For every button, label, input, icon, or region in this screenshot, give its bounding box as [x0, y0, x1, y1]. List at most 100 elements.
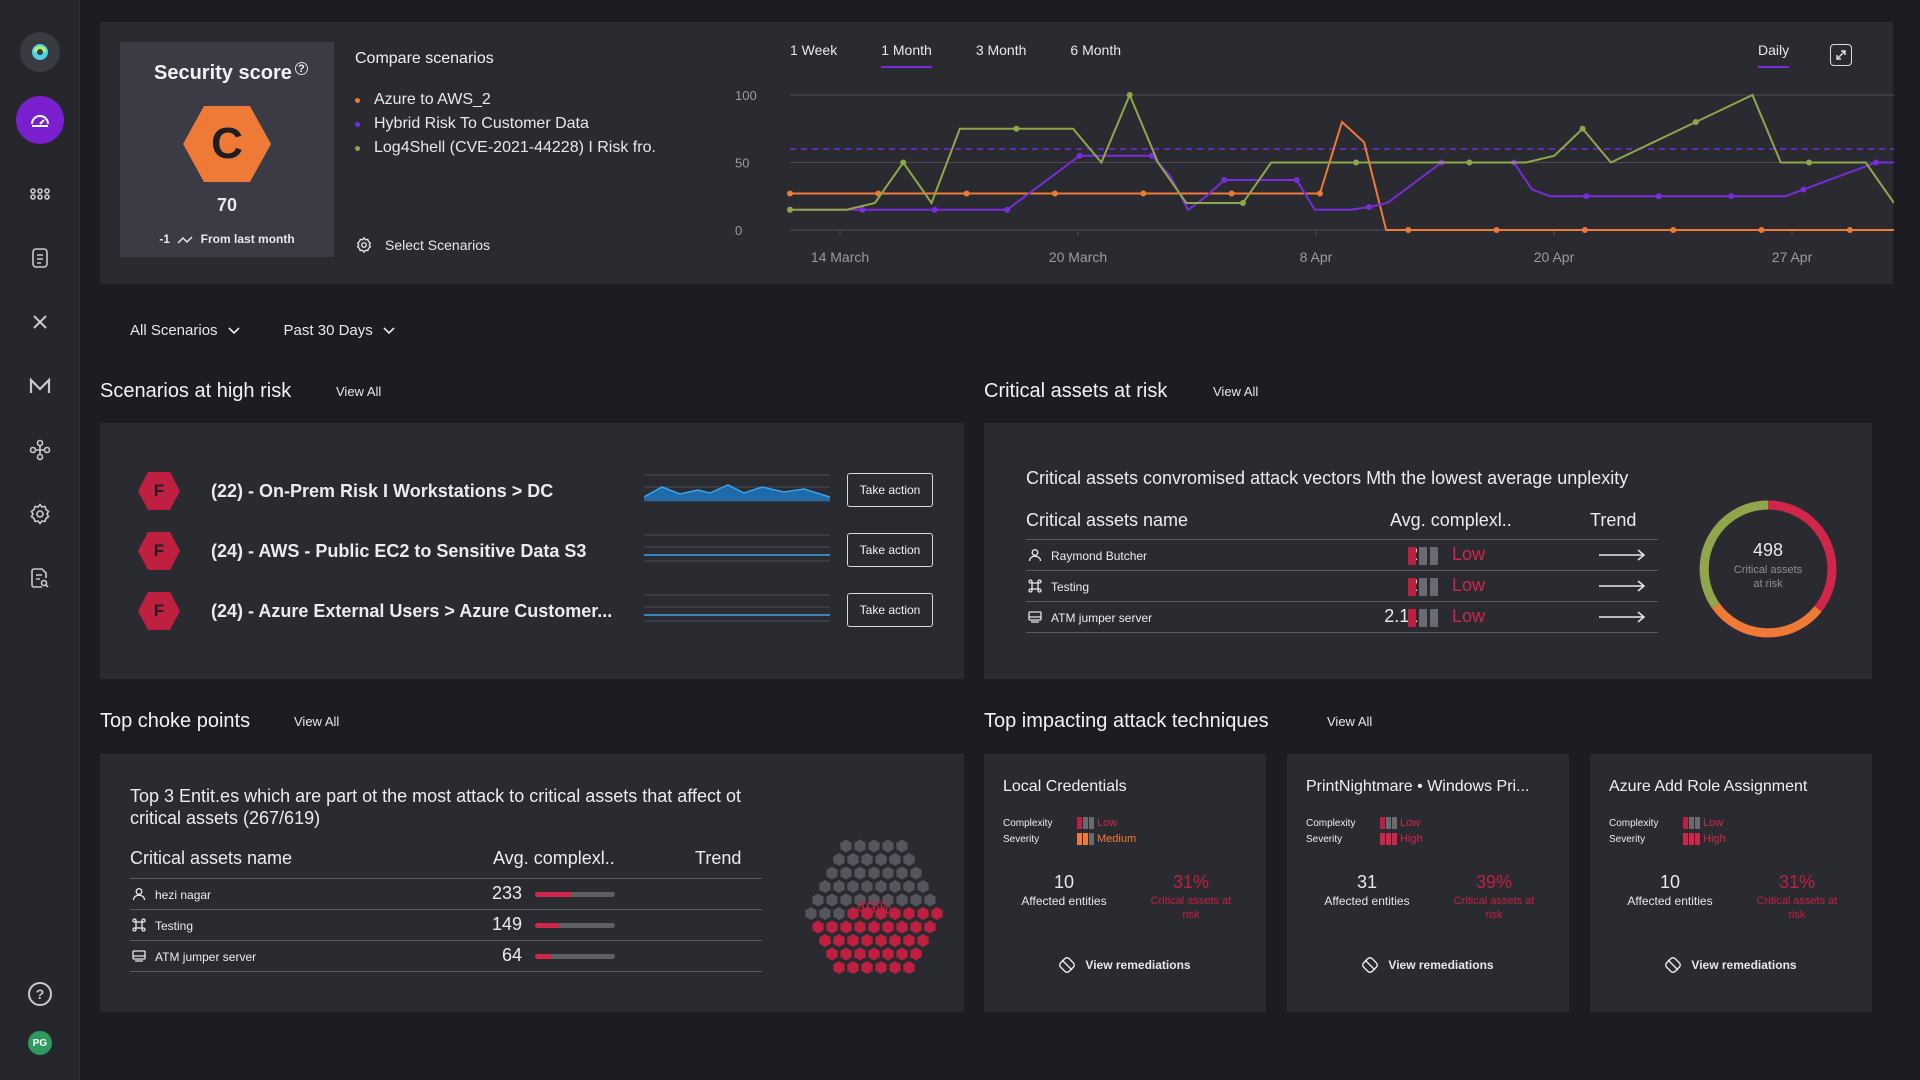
hex-cell [860, 905, 874, 922]
hex-cell [825, 946, 839, 962]
hex-cell [902, 932, 916, 949]
hex-cell [853, 919, 867, 935]
scenario-name[interactable]: (24) - Azure External Users > Azure Cust… [211, 601, 613, 621]
report-search-icon[interactable] [20, 558, 60, 598]
severity-bar-segment [1386, 833, 1391, 845]
legend-dot-icon [355, 145, 360, 151]
critical-assets-view-all[interactable]: View All [1213, 384, 1259, 399]
table-row[interactable]: Testing2Low [1026, 571, 1658, 602]
hex-cell [839, 892, 853, 908]
table-row[interactable]: ATM jumper server 64 [130, 941, 762, 972]
hex-cell [846, 905, 860, 922]
tab-range[interactable]: 3 Month [975, 42, 1027, 58]
dashboard-icon[interactable] [16, 96, 64, 144]
period-filter[interactable]: Past 30 Days [284, 322, 395, 339]
view-remediations-button[interactable]: View remediations [1590, 957, 1872, 973]
table-row[interactable]: Testing 149 [130, 910, 762, 941]
hex-cell [895, 838, 909, 854]
data-point [1228, 190, 1235, 197]
logo-icon[interactable] [20, 32, 60, 72]
hex-cell [832, 959, 846, 976]
severity-level: Medium [1097, 833, 1137, 845]
techniques-view-all[interactable]: View All [1327, 714, 1373, 729]
network-icon[interactable] [20, 430, 60, 470]
hex-cell [846, 851, 860, 868]
server-icon [1028, 610, 1042, 624]
data-point [1692, 119, 1699, 125]
m-logo-icon[interactable] [20, 366, 60, 406]
table-row[interactable]: hezi nagar 233 [130, 879, 762, 910]
data-point [931, 206, 938, 213]
hex-cell [895, 865, 909, 881]
view-remediations-button[interactable]: View remediations [984, 957, 1266, 973]
tab-range[interactable]: 1 Month [881, 42, 932, 68]
grade-badge: F [137, 531, 181, 571]
hex-percent: 49% [855, 898, 893, 918]
avatar[interactable]: PG [28, 1031, 52, 1055]
tab-range[interactable]: 6 Month [1070, 42, 1121, 58]
security-score-panel [100, 22, 1893, 284]
expand-icon[interactable] [1830, 44, 1852, 66]
high-risk-title: Scenarios at high risk [100, 380, 292, 402]
hex-cell [881, 919, 895, 935]
complexity-bar-segment [1430, 547, 1438, 565]
severity-bars [1380, 833, 1398, 845]
severity-bars [1683, 833, 1701, 845]
hex-cell [867, 865, 881, 881]
data-point [1126, 92, 1133, 98]
take-action-button[interactable]: Take action [847, 473, 933, 507]
granularity-select[interactable]: Daily [1758, 42, 1790, 68]
gear-icon[interactable] [20, 494, 60, 534]
grade-letter: C [211, 119, 243, 168]
help-icon[interactable]: ? [28, 982, 52, 1006]
data-point [1353, 159, 1360, 166]
hex-cell [811, 919, 825, 935]
take-action-button[interactable]: Take action [847, 533, 933, 567]
network-icon [1028, 579, 1042, 593]
high-risk-view-all[interactable]: View All [336, 384, 382, 399]
affected-entities-count: 10 [1053, 872, 1075, 892]
data-point [1239, 200, 1246, 206]
complexity-bar-segment [1419, 547, 1427, 565]
choke-points-view-all[interactable]: View All [294, 714, 340, 729]
tab-range[interactable]: 1 Week [790, 42, 838, 58]
apps-icon[interactable] [20, 174, 60, 214]
scenario-name[interactable]: (24) - AWS - Public EC2 to Sensitive Dat… [211, 541, 587, 561]
sparkline [644, 474, 830, 502]
asset-name: hezi nagar [155, 888, 212, 902]
view-remediations-button[interactable]: View remediations [1287, 957, 1569, 973]
critical-assets-title: Critical assets at risk [984, 380, 1168, 402]
scenario-filter[interactable]: All Scenarios [130, 322, 240, 339]
scenario-name[interactable]: (22) - On-Prem Risk I Workstations > DC [211, 481, 554, 501]
data-point [1581, 227, 1588, 233]
table-row[interactable]: ATM jumper server 2.11 Low [1026, 602, 1658, 633]
asset-name: Testing [155, 919, 194, 933]
x-tick-label: 27 Apr [1772, 249, 1813, 265]
hex-cell [874, 959, 888, 976]
critical-assets-percent-label: Critical assets at risk [1756, 895, 1838, 921]
remediation-icon [1665, 957, 1682, 973]
legend-label: Log4Shell (CVE-2021-44228) I Risk fro. [374, 139, 656, 156]
technique-card[interactable]: PrintNightmare • Windows Pri... Complexit… [1287, 754, 1569, 1012]
close-icon[interactable] [20, 302, 60, 342]
hex-cell [860, 932, 874, 949]
technique-card[interactable]: Local Credentials Complexity Severity Low Me… [984, 754, 1266, 1012]
severity-bar-segment [1380, 833, 1385, 845]
severity-bar-segment [1683, 833, 1688, 845]
complexity-level: Low [1703, 817, 1724, 829]
select-scenarios-button[interactable]: Select Scenarios [355, 236, 490, 254]
take-action-button[interactable]: Take action [847, 593, 933, 627]
trend-arrow-icon [1598, 579, 1646, 598]
document-icon[interactable] [20, 238, 60, 278]
hex-cell [909, 919, 923, 935]
complexity-bar-segment [1408, 547, 1416, 565]
hex-cell [902, 878, 916, 895]
table-row[interactable]: Raymond Butcher2Low [1026, 540, 1658, 571]
critical-assets-percent: 31% [1172, 872, 1210, 892]
severity-level: High [1703, 833, 1726, 845]
help-icon[interactable]: ? [294, 62, 308, 75]
hex-cell [867, 919, 881, 935]
technique-card[interactable]: Azure Add Role Assignment Complexity Sever… [1590, 754, 1872, 1012]
complexity-bar-segment [1392, 817, 1397, 829]
hex-cell [832, 932, 846, 949]
